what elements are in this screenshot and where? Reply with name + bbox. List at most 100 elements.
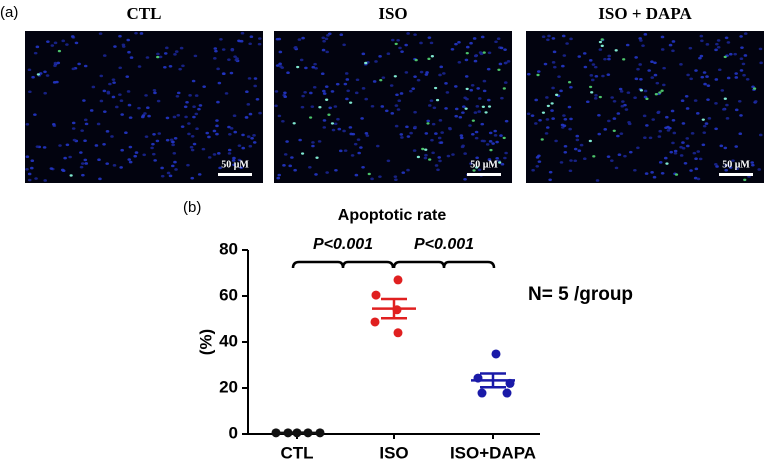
nucleus <box>498 62 503 66</box>
nucleus <box>277 114 282 118</box>
nucleus <box>628 150 633 154</box>
nucleus <box>311 144 315 148</box>
nucleus <box>500 96 504 100</box>
nucleus <box>140 115 145 119</box>
nucleus <box>476 87 480 90</box>
nucleus <box>577 55 582 58</box>
nucleus <box>702 131 707 134</box>
scale-label: 50 μM <box>470 159 498 170</box>
nucleus <box>328 106 332 110</box>
nucleus <box>137 65 142 68</box>
nucleus <box>419 70 424 74</box>
stained-nucleus <box>498 161 502 164</box>
stained-nucleus <box>465 51 469 55</box>
nucleus <box>531 168 535 172</box>
nucleus <box>423 156 428 160</box>
nucleus <box>142 153 146 157</box>
nucleus <box>89 109 94 112</box>
nucleus <box>668 43 673 47</box>
nucleus <box>739 35 743 38</box>
nucleus <box>190 148 195 152</box>
nucleus <box>153 91 157 95</box>
nucleus <box>252 141 257 144</box>
nucleus <box>733 52 738 56</box>
nucleus <box>679 63 683 66</box>
nucleus <box>194 94 199 97</box>
nucleus <box>56 61 61 65</box>
nucleus <box>700 75 705 79</box>
nucleus <box>118 93 122 96</box>
nucleus <box>239 39 244 43</box>
nucleus <box>665 115 669 119</box>
nucleus <box>495 156 499 160</box>
nucleus <box>71 121 76 125</box>
nucleus <box>253 77 258 80</box>
nucleus <box>573 147 578 151</box>
nucleus <box>216 100 220 104</box>
nucleus <box>424 153 428 157</box>
nucleus <box>84 122 89 126</box>
nucleus <box>126 90 131 93</box>
nucleus <box>331 128 336 132</box>
nucleus <box>301 94 305 98</box>
nucleus <box>381 76 386 79</box>
nucleus <box>714 102 718 105</box>
nucleus <box>247 77 252 80</box>
nucleus <box>248 144 253 148</box>
nucleus <box>106 90 111 94</box>
nucleus <box>43 70 47 74</box>
nucleus <box>280 66 285 69</box>
scale-label: 50 μM <box>722 159 750 170</box>
nucleus <box>160 166 164 170</box>
nucleus <box>406 32 410 35</box>
nucleus <box>150 146 154 150</box>
stained-nucleus <box>296 65 300 69</box>
nucleus <box>317 140 322 143</box>
nucleus <box>84 162 89 165</box>
stained-nucleus <box>36 73 40 76</box>
nucleus <box>370 104 375 108</box>
nucleus <box>464 75 469 78</box>
nucleus <box>673 149 678 153</box>
nucleus <box>165 138 170 142</box>
nucleus <box>655 81 660 85</box>
nucleus <box>110 135 114 138</box>
nucleus <box>491 142 495 145</box>
nucleus <box>500 162 505 166</box>
nucleus <box>121 43 126 47</box>
nucleus <box>175 94 180 98</box>
nucleus <box>438 73 442 77</box>
nucleus <box>134 151 139 154</box>
nucleus <box>35 145 40 148</box>
nucleus <box>487 51 492 55</box>
nucleus <box>463 152 467 155</box>
nucleus <box>293 168 297 172</box>
nucleus <box>450 47 455 51</box>
stained-nucleus <box>660 89 664 92</box>
nucleus <box>686 144 690 148</box>
nucleus <box>480 35 485 39</box>
nucleus <box>638 63 642 66</box>
nucleus <box>143 112 147 115</box>
nucleus <box>739 69 744 72</box>
nucleus <box>681 146 686 150</box>
nucleus <box>151 142 155 146</box>
nucleus <box>342 129 346 133</box>
nucleus <box>643 136 647 140</box>
nucleus <box>575 138 580 142</box>
nucleus <box>726 76 731 80</box>
nucleus <box>237 39 241 43</box>
nucleus <box>105 162 110 165</box>
nucleus <box>545 118 550 121</box>
nucleus <box>656 110 661 114</box>
nucleus <box>666 129 671 132</box>
x-tick-label: ISO <box>379 443 408 462</box>
nucleus <box>27 172 32 176</box>
nucleus <box>623 103 627 107</box>
nucleus <box>743 54 748 57</box>
stained-nucleus <box>723 55 727 59</box>
nucleus <box>187 122 191 125</box>
nucleus <box>105 130 110 133</box>
nucleus <box>400 50 404 53</box>
nucleus <box>74 41 79 45</box>
